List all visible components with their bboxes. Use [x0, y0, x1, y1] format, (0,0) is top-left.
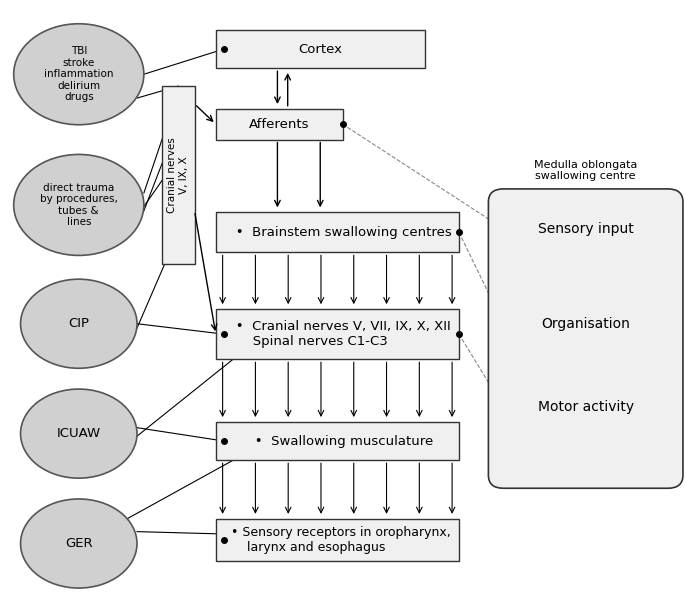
Ellipse shape [14, 154, 144, 255]
Text: direct trauma
by procedures,
tubes &
lines: direct trauma by procedures, tubes & lin… [40, 182, 118, 228]
Text: TBI
stroke
inflammation
delirium
drugs: TBI stroke inflammation delirium drugs [44, 46, 114, 102]
FancyBboxPatch shape [162, 86, 195, 264]
Text: Medulla oblongata
swallowing centre: Medulla oblongata swallowing centre [534, 160, 637, 181]
Ellipse shape [14, 24, 144, 125]
Text: GER: GER [65, 537, 92, 550]
Text: Organisation: Organisation [541, 317, 630, 331]
Text: •  Cranial nerves V, VII, IX, X, XII
       Spinal nerves C1-C3: • Cranial nerves V, VII, IX, X, XII Spin… [223, 320, 451, 348]
Ellipse shape [21, 499, 137, 588]
FancyBboxPatch shape [488, 189, 683, 488]
FancyBboxPatch shape [216, 212, 459, 252]
Text: •  Swallowing musculature: • Swallowing musculature [242, 435, 433, 447]
Text: CIP: CIP [68, 317, 89, 330]
FancyBboxPatch shape [216, 519, 459, 561]
FancyBboxPatch shape [216, 309, 459, 359]
Text: Cortex: Cortex [298, 43, 342, 55]
Text: • Sensory receptors in oropharynx,
      larynx and esophagus: • Sensory receptors in oropharynx, laryn… [223, 526, 451, 554]
Ellipse shape [21, 389, 137, 478]
FancyBboxPatch shape [216, 30, 425, 68]
Text: •  Brainstem swallowing centres: • Brainstem swallowing centres [223, 226, 451, 239]
FancyBboxPatch shape [216, 422, 459, 460]
Text: Afferents: Afferents [249, 118, 310, 131]
FancyBboxPatch shape [216, 109, 342, 140]
Ellipse shape [21, 279, 137, 368]
Text: Sensory input: Sensory input [538, 222, 634, 236]
Text: ICUAW: ICUAW [57, 427, 101, 440]
Text: Cranial nerves
V, IX, X: Cranial nerves V, IX, X [167, 137, 189, 213]
Text: Motor activity: Motor activity [538, 400, 634, 414]
